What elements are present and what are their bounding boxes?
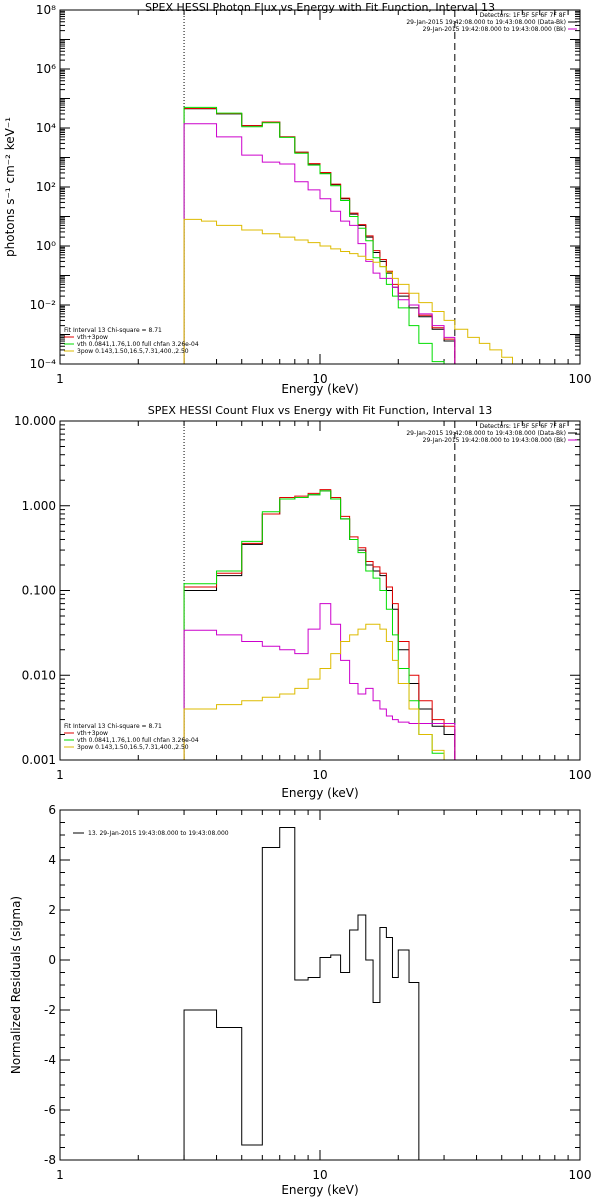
series-group xyxy=(183,827,433,1160)
series-line xyxy=(183,218,523,364)
legend-entry: 3pow 0.143,1.50,16.5,7.31,400.,2.50 xyxy=(77,744,189,751)
x-axis-label: Energy (keV) xyxy=(281,382,358,396)
legend-entry: Fit Interval 13 Chi-square = 8.71 xyxy=(64,723,162,730)
plot-frame xyxy=(59,809,581,1161)
y-tick-label: -4 xyxy=(44,1053,56,1067)
series-line xyxy=(183,490,456,760)
x-tick-label: 10 xyxy=(312,1168,327,1182)
legend-entry: Detectors: 1F 3F 5F 6F 7F 8F xyxy=(480,12,567,19)
y-tick-label: 2 xyxy=(48,903,56,917)
y-tick-label: 10⁻⁴ xyxy=(30,357,57,371)
y-tick-label: 0.100 xyxy=(22,584,56,598)
y-axis: -8 -6 -4 -2 0 2 4 6 xyxy=(44,803,580,1167)
series-group xyxy=(183,106,523,364)
legend-entry: 29-Jan-2015 19:42:08.000 to 19:43:08.000… xyxy=(406,19,566,26)
legend-entry: vth+3pow xyxy=(77,730,108,737)
legend-entry: 29-Jan-2015 19:42:08.000 to 19:43:08.000… xyxy=(423,437,566,444)
y-tick-label: 0 xyxy=(48,953,56,967)
x-tick-label: 1 xyxy=(56,1168,64,1182)
legend-entry: 29-Jan-2015 19:42:08.000 to 19:43:08.000… xyxy=(406,430,566,437)
x-tick-label: 100 xyxy=(569,372,592,386)
legend-entry: vth 0.0841,1.76,1.00 full chfan 3.26e-04 xyxy=(77,341,199,348)
x-axis: 1 10 100 xyxy=(56,810,591,1182)
x-axis: 1 10 100 xyxy=(56,421,591,782)
plot-frame xyxy=(59,420,581,761)
y-tick-label: 10⁸ xyxy=(36,3,56,17)
x-tick-label: 1 xyxy=(56,372,64,386)
y-tick-label: 10.000 xyxy=(14,414,56,428)
x-tick-label: 10 xyxy=(312,768,327,782)
chart-title: SPEX HESSI Count Flux vs Energy with Fit… xyxy=(148,404,492,417)
series-line xyxy=(183,827,433,1160)
y-tick-label: 10⁶ xyxy=(36,62,56,76)
x-axis-label: Energy (keV) xyxy=(281,1183,358,1197)
y-axis: 0.001 0.010 0.100 1.000 10.000 xyxy=(14,414,580,767)
y-axis-label: photons s⁻¹ cm⁻² keV⁻¹ xyxy=(3,117,17,257)
legend-entry: 3pow 0.143,1.50,16.5,7.31,400.,2.50 xyxy=(77,348,189,355)
y-tick-label: 10⁴ xyxy=(36,121,56,135)
y-axis-label: Normalized Residuals (sigma) xyxy=(9,896,23,1074)
x-tick-label: 1 xyxy=(56,768,64,782)
legend-entry: 29-Jan-2015 19:42:08.000 to 19:43:08.000… xyxy=(423,26,566,33)
plot-frame xyxy=(59,9,581,365)
series-line xyxy=(183,106,455,364)
y-tick-label: 0.001 xyxy=(22,753,56,767)
x-tick-label: 100 xyxy=(569,1168,592,1182)
y-tick-label: 10⁰ xyxy=(36,239,56,253)
series-line xyxy=(183,490,455,760)
y-tick-label: 0.010 xyxy=(22,668,56,682)
series-group xyxy=(183,489,456,760)
series-line xyxy=(183,123,456,364)
y-tick-label: 10⁻² xyxy=(30,298,57,312)
series-line xyxy=(183,623,455,760)
legend-entry: vth+3pow xyxy=(77,334,108,341)
x-axis-label: Energy (keV) xyxy=(281,786,358,800)
chart-panel: SPEX HESSI Count Flux vs Energy with Fit… xyxy=(14,404,591,800)
chart-panel: SPEX HESSI Photon Flux vs Energy with Fi… xyxy=(3,1,591,396)
series-line xyxy=(183,489,456,760)
x-tick-label: 100 xyxy=(569,768,592,782)
chart-title: SPEX HESSI Photon Flux vs Energy with Fi… xyxy=(145,1,495,14)
y-tick-label: -2 xyxy=(44,1003,56,1017)
legend-entry: 13. 29-Jan-2015 19:43:08.000 to 19:43:08… xyxy=(88,830,229,837)
x-tick-label: 10 xyxy=(312,372,327,386)
chart-panel: 1 10 100 -8 -6 -4 -2 0 2 4 6 Energy (keV) Normalized… xyxy=(9,803,591,1197)
y-tick-label: -8 xyxy=(44,1153,56,1167)
series-line xyxy=(183,603,456,760)
y-tick-label: 1.000 xyxy=(22,499,56,513)
y-tick-label: -6 xyxy=(44,1103,56,1117)
legend-entry: vth 0.0841,1.76,1.00 full chfan 3.26e-04 xyxy=(77,737,199,744)
y-axis: 10⁻⁴ 10⁻² 10⁰ 10² 10⁴ 10⁶ 10⁸ xyxy=(30,3,580,371)
y-tick-label: 6 xyxy=(48,803,56,817)
legend-entry: Fit Interval 13 Chi-square = 8.71 xyxy=(64,327,162,334)
y-tick-label: 10² xyxy=(36,180,56,194)
legend-entry: Detectors: 1F 3F 5F 6F 7F 8F xyxy=(480,423,567,430)
y-tick-label: 4 xyxy=(48,853,56,867)
